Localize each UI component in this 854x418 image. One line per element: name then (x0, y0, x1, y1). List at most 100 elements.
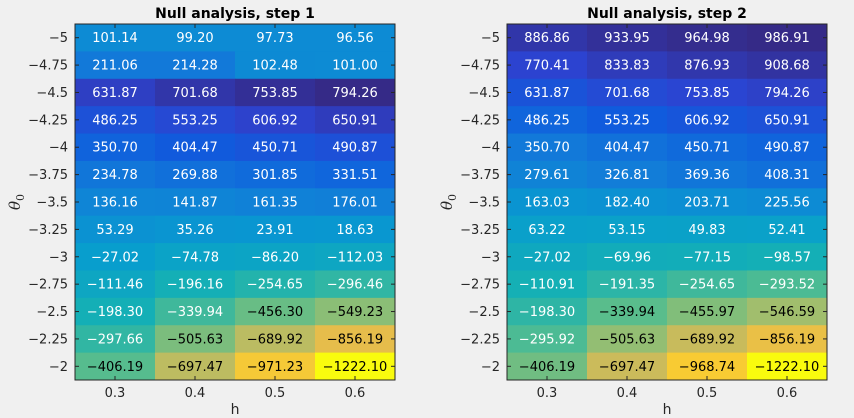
heatmap-cell (587, 24, 668, 52)
cell-value-label: 606.92 (684, 113, 730, 128)
heatmap-cell (235, 78, 316, 107)
cell-value-label: 161.35 (252, 196, 298, 211)
cell-value-label: 631.87 (524, 86, 570, 101)
heatmap-cell (155, 133, 236, 162)
x-tick-label: 0.6 (345, 386, 366, 401)
cell-value-label: −689.92 (247, 332, 303, 347)
cell-value-label: 203.71 (684, 196, 730, 211)
cell-value-label: 301.85 (252, 168, 298, 183)
y-tick-label: −4.5 (468, 86, 500, 101)
y-tick-label: −2.5 (468, 305, 500, 320)
y-tick-label: −4 (49, 141, 68, 156)
x-tick-label: 0.3 (537, 386, 558, 401)
heatmap-cell (315, 352, 396, 381)
y-tick-label: −2 (481, 360, 500, 375)
cell-value-label: 96.56 (336, 31, 373, 46)
cell-value-label: 163.03 (524, 196, 570, 211)
heatmap-cell (155, 188, 236, 217)
heatmap-cells: 886.86 933.95 964.98 986.91 770.41 833.83 876.… (507, 24, 828, 381)
y-tick-label: −3.75 (460, 168, 500, 183)
heatmap-cell (75, 215, 156, 244)
heatmap-cell (507, 160, 588, 189)
cell-value-label: 553.25 (604, 113, 650, 128)
cell-value-label: 53.29 (96, 223, 133, 238)
cell-value-label: 833.83 (604, 59, 650, 74)
cell-value-label: 234.78 (92, 168, 138, 183)
cell-value-label: 650.91 (332, 113, 378, 128)
heatmap-cell (747, 215, 828, 244)
cell-value-label: −254.65 (247, 278, 303, 293)
cell-value-label: 23.91 (256, 223, 293, 238)
cell-value-label: 408.31 (764, 168, 810, 183)
x-axis-label: h (663, 402, 672, 418)
cell-value-label: 136.16 (92, 196, 138, 211)
heatmap-cell (667, 352, 748, 381)
cell-value-label: 35.26 (176, 223, 213, 238)
cell-value-label: −856.19 (327, 332, 383, 347)
x-tick-label: 0.5 (265, 386, 286, 401)
heatmap-cell (75, 106, 156, 135)
cell-value-label: 753.85 (684, 86, 730, 101)
heatmap-cell (587, 352, 668, 381)
cell-value-label: −297.66 (87, 332, 143, 347)
cell-value-label: 18.63 (336, 223, 373, 238)
cell-value-label: 176.01 (332, 196, 378, 211)
cell-value-label: 331.51 (332, 168, 378, 183)
heatmap-cell (235, 51, 316, 80)
y-tick-label: −3.75 (28, 168, 68, 183)
y-tick-label: −2.25 (460, 332, 500, 347)
heatmap-cell (235, 297, 316, 326)
y-tick-label: −2.75 (28, 278, 68, 293)
heatmap-cell (315, 188, 396, 217)
heatmap-step-1: 101.14 99.20 97.73 96.56 211.06 214.28 102.48 1… (6, 6, 396, 418)
cell-value-label: 53.15 (608, 223, 645, 238)
heatmap-cell (667, 51, 748, 80)
cell-value-label: 102.48 (252, 59, 298, 74)
x-tick-label: 0.4 (185, 386, 206, 401)
cell-value-label: 99.20 (176, 31, 213, 46)
cell-value-label: −546.59 (759, 305, 815, 320)
heatmap-cell (587, 243, 668, 271)
cell-value-label: −549.23 (327, 305, 383, 320)
cell-value-label: −697.47 (167, 360, 223, 375)
heatmap-cell (75, 160, 156, 189)
x-tick-label: 0.5 (697, 386, 718, 401)
heatmap-cell (667, 188, 748, 217)
heatmap-cell (75, 133, 156, 162)
cell-value-label: 141.87 (172, 196, 218, 211)
heatmap-cell (315, 133, 396, 162)
cell-value-label: −74.78 (171, 250, 219, 265)
cell-value-label: −1222.10 (323, 360, 388, 375)
cell-value-label: −77.15 (683, 250, 731, 265)
cell-value-label: −254.65 (679, 278, 735, 293)
cell-value-label: −505.63 (167, 332, 223, 347)
cell-value-label: 404.47 (172, 141, 218, 156)
y-axis-label: θ0 (6, 194, 27, 210)
cell-value-label: −111.46 (87, 278, 143, 293)
cell-value-label: 650.91 (764, 113, 810, 128)
heatmap-cell (75, 78, 156, 107)
x-axis-label: h (231, 402, 240, 418)
heatmap-cell (587, 297, 668, 326)
y-tick-label: −4.75 (460, 59, 500, 74)
y-tick-label: −2.5 (36, 305, 68, 320)
cell-value-label: 876.93 (684, 59, 730, 74)
heatmap-cell (507, 352, 588, 381)
cell-value-label: 631.87 (92, 86, 138, 101)
heatmap-cell (315, 270, 396, 299)
cell-value-label: −196.16 (167, 278, 223, 293)
heatmap-cell (155, 106, 236, 135)
cell-value-label: 886.86 (524, 31, 570, 46)
heatmap-cell (587, 78, 668, 107)
heatmap-cell (75, 352, 156, 381)
heatmap-cell (75, 270, 156, 299)
y-axis-label: θ0 (438, 194, 459, 210)
cell-value-label: −689.92 (679, 332, 735, 347)
heatmap-cell (587, 106, 668, 135)
heatmap-cell (75, 188, 156, 217)
heatmap-cell (235, 106, 316, 135)
y-tick-label: −3 (481, 250, 500, 265)
y-tick-label: −3.25 (28, 223, 68, 238)
heatmap-cell (315, 78, 396, 107)
heatmap-cell (315, 160, 396, 189)
